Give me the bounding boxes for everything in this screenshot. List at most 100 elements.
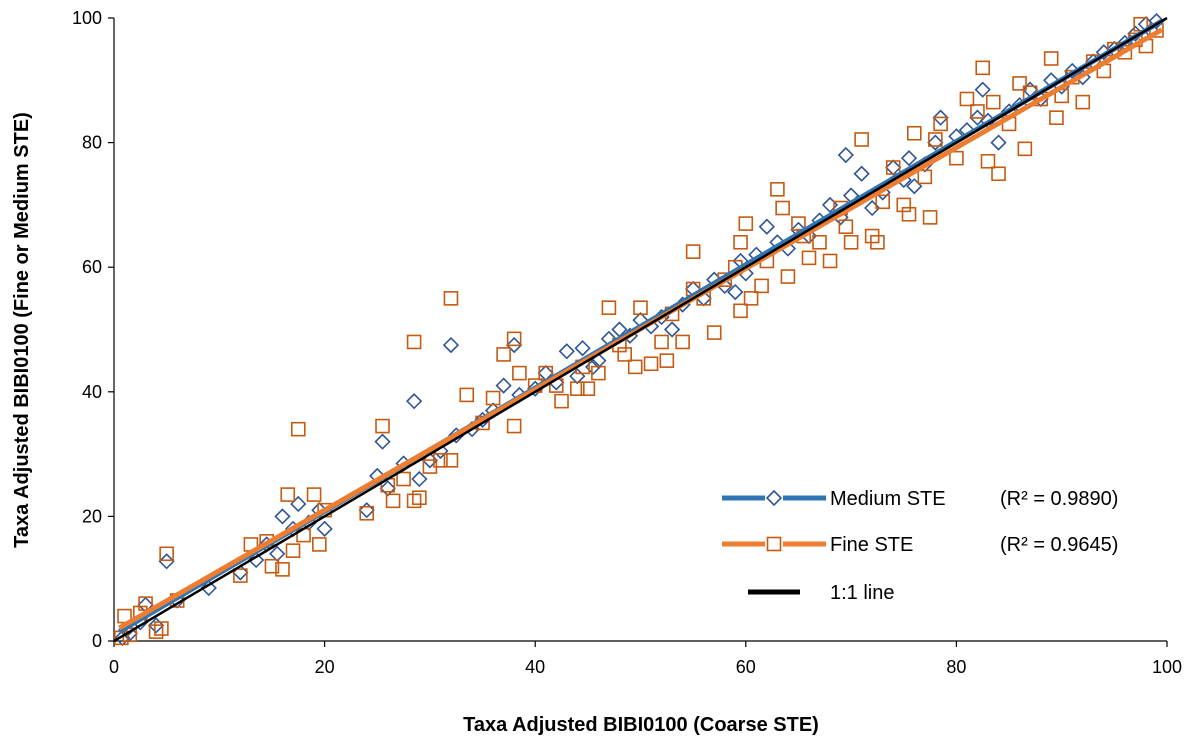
x-tick-label: 80 — [946, 657, 966, 677]
diamond-point — [147, 617, 165, 634]
diamond-point — [558, 343, 575, 360]
square-point — [706, 325, 722, 340]
square-point — [375, 418, 390, 434]
square-point — [433, 453, 448, 468]
square-point — [875, 194, 890, 210]
legend-r2: (R² = 0.9890) — [1000, 488, 1118, 510]
square-point — [659, 353, 675, 368]
diamond-point — [837, 146, 854, 164]
square-point — [933, 116, 948, 132]
diamond-point — [495, 377, 512, 394]
diamond-point — [158, 553, 175, 570]
diamond-point — [411, 470, 428, 488]
diamond-point — [900, 150, 918, 167]
diamond-point — [758, 218, 775, 235]
square-point — [906, 125, 922, 141]
diamond-point — [853, 165, 870, 182]
square-point — [312, 537, 327, 552]
square-point — [412, 490, 427, 506]
square-point — [617, 347, 633, 362]
square-point — [591, 365, 606, 381]
square-point — [306, 487, 322, 502]
y-axis-title: Taxa Adjusted BIBI0100 (Fine or Medium S… — [11, 112, 33, 548]
diamond-point — [885, 159, 902, 176]
square-point — [896, 197, 912, 213]
square-point — [280, 487, 296, 502]
square-point — [643, 356, 659, 372]
square-point — [385, 493, 401, 509]
legend: Medium STE (R² = 0.9890) Fine STE (R² = 0.9… — [722, 488, 1118, 604]
square-point — [780, 269, 796, 284]
square-point — [985, 94, 1001, 110]
diamond-point — [969, 109, 986, 126]
square-point — [685, 244, 701, 259]
trendlines — [113, 16, 1168, 643]
diamond-point — [405, 393, 423, 410]
square-point — [928, 132, 943, 147]
square-point — [627, 359, 643, 375]
square-point — [738, 216, 754, 231]
y-tick-label: 20 — [82, 506, 102, 526]
axis-titles: Taxa Adjusted BIBI0100 (Coarse STE) Taxa… — [11, 112, 819, 736]
square-point — [233, 568, 248, 583]
x-axis-title: Taxa Adjusted BIBI0100 (Coarse STE) — [463, 714, 819, 736]
square-point — [443, 453, 459, 468]
square-point — [922, 210, 938, 225]
diamond-point — [248, 551, 265, 569]
y-tick-label: 100 — [72, 8, 102, 28]
square-point — [654, 334, 669, 350]
y-tick-label: 0 — [92, 631, 102, 651]
square-point — [554, 393, 569, 409]
diamond-point — [932, 109, 949, 126]
legend-label: Fine STE — [830, 534, 913, 556]
y-tick-label: 40 — [82, 382, 102, 402]
square-point — [485, 390, 501, 406]
diamond-point — [269, 545, 286, 562]
square-point — [901, 206, 917, 222]
square-point — [675, 334, 690, 350]
square-point — [359, 505, 375, 521]
square-point — [406, 334, 422, 350]
x-tick-label: 100 — [1152, 657, 1182, 677]
square-point — [975, 60, 991, 76]
square-point — [959, 91, 975, 107]
x-tick-label: 0 — [109, 657, 119, 677]
square-point — [512, 365, 527, 381]
square-point — [1017, 141, 1033, 157]
square-point — [506, 331, 522, 347]
diamond-point — [379, 480, 396, 497]
square-point — [1043, 51, 1059, 66]
diamond-point — [442, 336, 460, 354]
square-point — [159, 546, 174, 562]
diamond-point — [663, 321, 681, 338]
square-point — [264, 558, 280, 574]
square-point — [285, 543, 301, 558]
square-point — [496, 347, 511, 362]
square-point — [743, 291, 759, 306]
y-tick-label: 60 — [82, 257, 102, 277]
diamond-point — [290, 495, 307, 513]
square-point — [970, 104, 985, 119]
legend-r2: (R² = 0.9645) — [1000, 534, 1118, 556]
square-point — [733, 234, 748, 250]
diamond-point — [1148, 12, 1165, 30]
x-tick-label: 60 — [736, 657, 756, 677]
diamond-point — [727, 283, 744, 301]
diamond-point — [974, 81, 991, 98]
square-point — [570, 381, 585, 396]
axes: 0 20 40 60 80 100 0 20 40 60 80 100 — [72, 8, 1182, 677]
diamond-point — [274, 508, 291, 525]
diamond-point — [374, 433, 391, 450]
square-point — [396, 471, 411, 487]
square-point — [459, 387, 475, 403]
square-point — [838, 219, 854, 235]
diamond-point — [990, 134, 1007, 151]
square-point — [949, 150, 964, 166]
square-point — [733, 303, 748, 319]
legend-marker-square — [766, 536, 782, 552]
square-point — [148, 624, 164, 639]
diamond-point — [506, 336, 523, 354]
square-point — [601, 300, 617, 315]
diamond-point — [927, 134, 944, 151]
